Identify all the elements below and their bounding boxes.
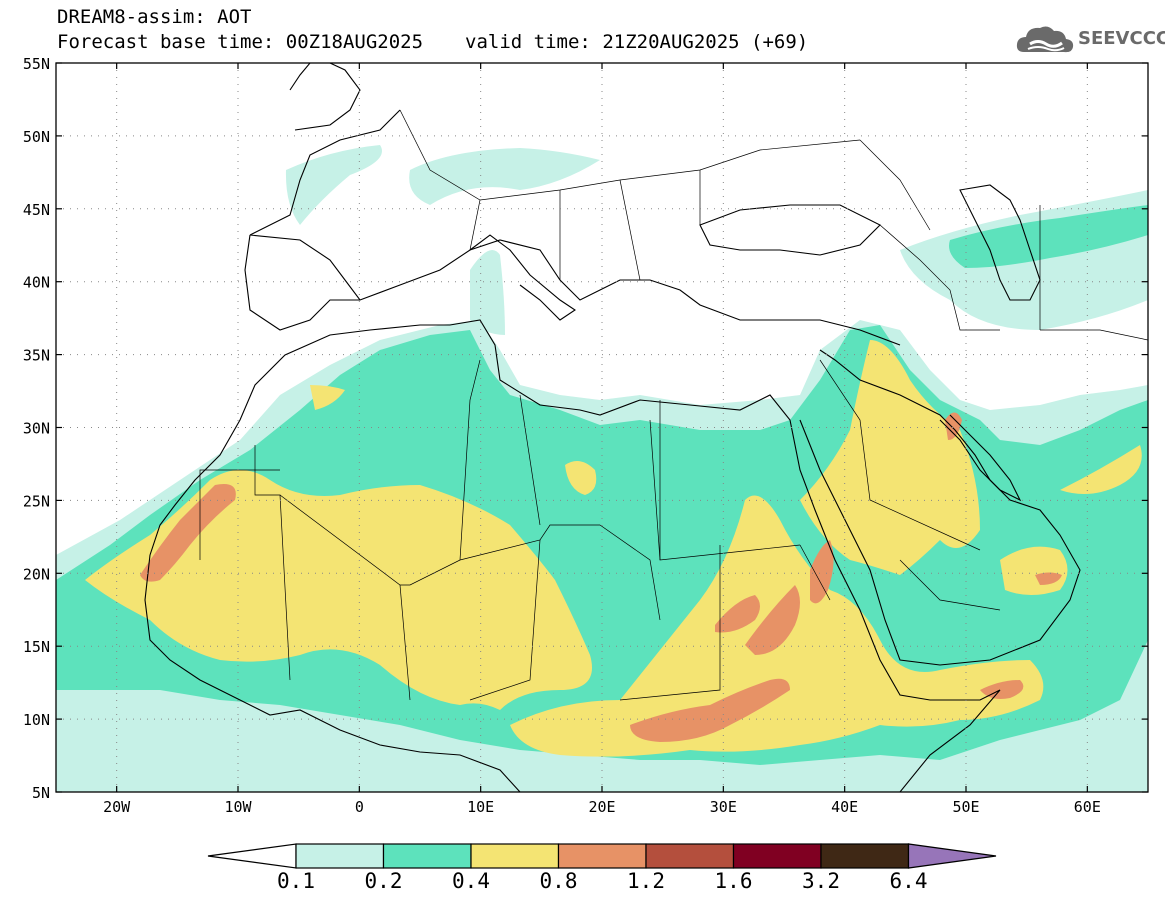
lat-label: 25N: [23, 492, 50, 510]
border: [399, 359, 481, 701]
aot-band-0.4: [800, 340, 980, 575]
lon-label: 60E: [1074, 798, 1101, 816]
aot-band-0.4: [85, 470, 592, 710]
coastline-caspian: [959, 184, 1041, 301]
aot-band-0.8: [810, 540, 834, 604]
lon-label: 30E: [710, 798, 737, 816]
lat-label: 45N: [23, 201, 50, 219]
coastline-france: [249, 109, 401, 236]
lat-label: 40N: [23, 274, 50, 292]
latitude-labels: 55N 50N 45N 40N 35N 30N 25N 20N 15N 10N 5N: [23, 55, 50, 802]
cloud-icon: [1016, 26, 1074, 53]
aot-band-0.1: [470, 250, 505, 335]
aot-band-0.4: [565, 461, 597, 495]
axis-ticks: [56, 62, 1148, 793]
lon-label: 40E: [831, 798, 858, 816]
longitude-labels: 20W 10W 0 10E 20E 30E 40E 50E 60E: [103, 798, 1101, 816]
coastline-iberia: [244, 234, 360, 331]
aot-band-0.1: [285, 145, 382, 225]
aot-band-0.1: [409, 148, 600, 205]
lat-label: 50N: [23, 128, 50, 146]
border: [469, 170, 701, 281]
aot-band-0.2: [949, 205, 1148, 268]
coastline-africa: [149, 319, 1001, 792]
forecast-times: Forecast base time: 00Z18AUG2025 valid ti…: [57, 31, 808, 53]
lat-label: 35N: [23, 347, 50, 365]
coastline-black-sea: [699, 204, 881, 256]
aot-band-0.8: [140, 484, 236, 582]
lon-label: 20W: [103, 798, 131, 816]
lat-label: 10N: [23, 711, 50, 729]
lat-label: 30N: [23, 420, 50, 438]
coastline-arabia: [799, 349, 1081, 666]
lon-label: 10W: [224, 798, 252, 816]
border: [399, 109, 861, 201]
border: [469, 539, 831, 701]
border: [199, 445, 291, 681]
border: [859, 139, 1148, 341]
logo-text: SEEVCCC: [1078, 28, 1165, 49]
aot-band-0.8: [745, 585, 800, 655]
aot-band-0.8: [630, 678, 790, 742]
seevccc-logo: SEEVCCC: [1016, 22, 1165, 58]
lat-label: 5N: [32, 784, 50, 802]
aot-band-0.8: [945, 412, 962, 440]
aot-contours: [56, 145, 1148, 792]
lon-label: 0: [355, 798, 364, 816]
border: [819, 359, 1001, 611]
lat-label: 15N: [23, 638, 50, 656]
coastline-europe: [249, 234, 901, 346]
coastlines: [144, 63, 1081, 792]
aot-band-0.4: [310, 385, 345, 410]
border: [619, 400, 721, 701]
lon-label: 10E: [467, 798, 494, 816]
aot-band-0.8: [1035, 572, 1062, 585]
aot-band-0.8: [715, 595, 760, 633]
graticule: [56, 63, 1148, 792]
lat-label: 55N: [23, 55, 50, 73]
coastline-italy: [469, 234, 576, 321]
map-title: DREAM8-assim: AOT: [57, 6, 252, 28]
valid-time: valid time: 21Z20AUG2025 (+69): [465, 31, 809, 53]
lon-label: 20E: [588, 798, 615, 816]
coastline-persian-gulf: [939, 414, 1022, 502]
lon-label: 50E: [952, 798, 979, 816]
coastline-west-africa: [144, 554, 521, 792]
aot-band-0.4: [1060, 445, 1142, 494]
coastline-britain: [289, 63, 361, 131]
base-time: Forecast base time: 00Z18AUG2025: [57, 31, 424, 53]
country-borders: [199, 109, 1148, 701]
lat-label: 20N: [23, 565, 50, 583]
border: [879, 224, 1000, 331]
